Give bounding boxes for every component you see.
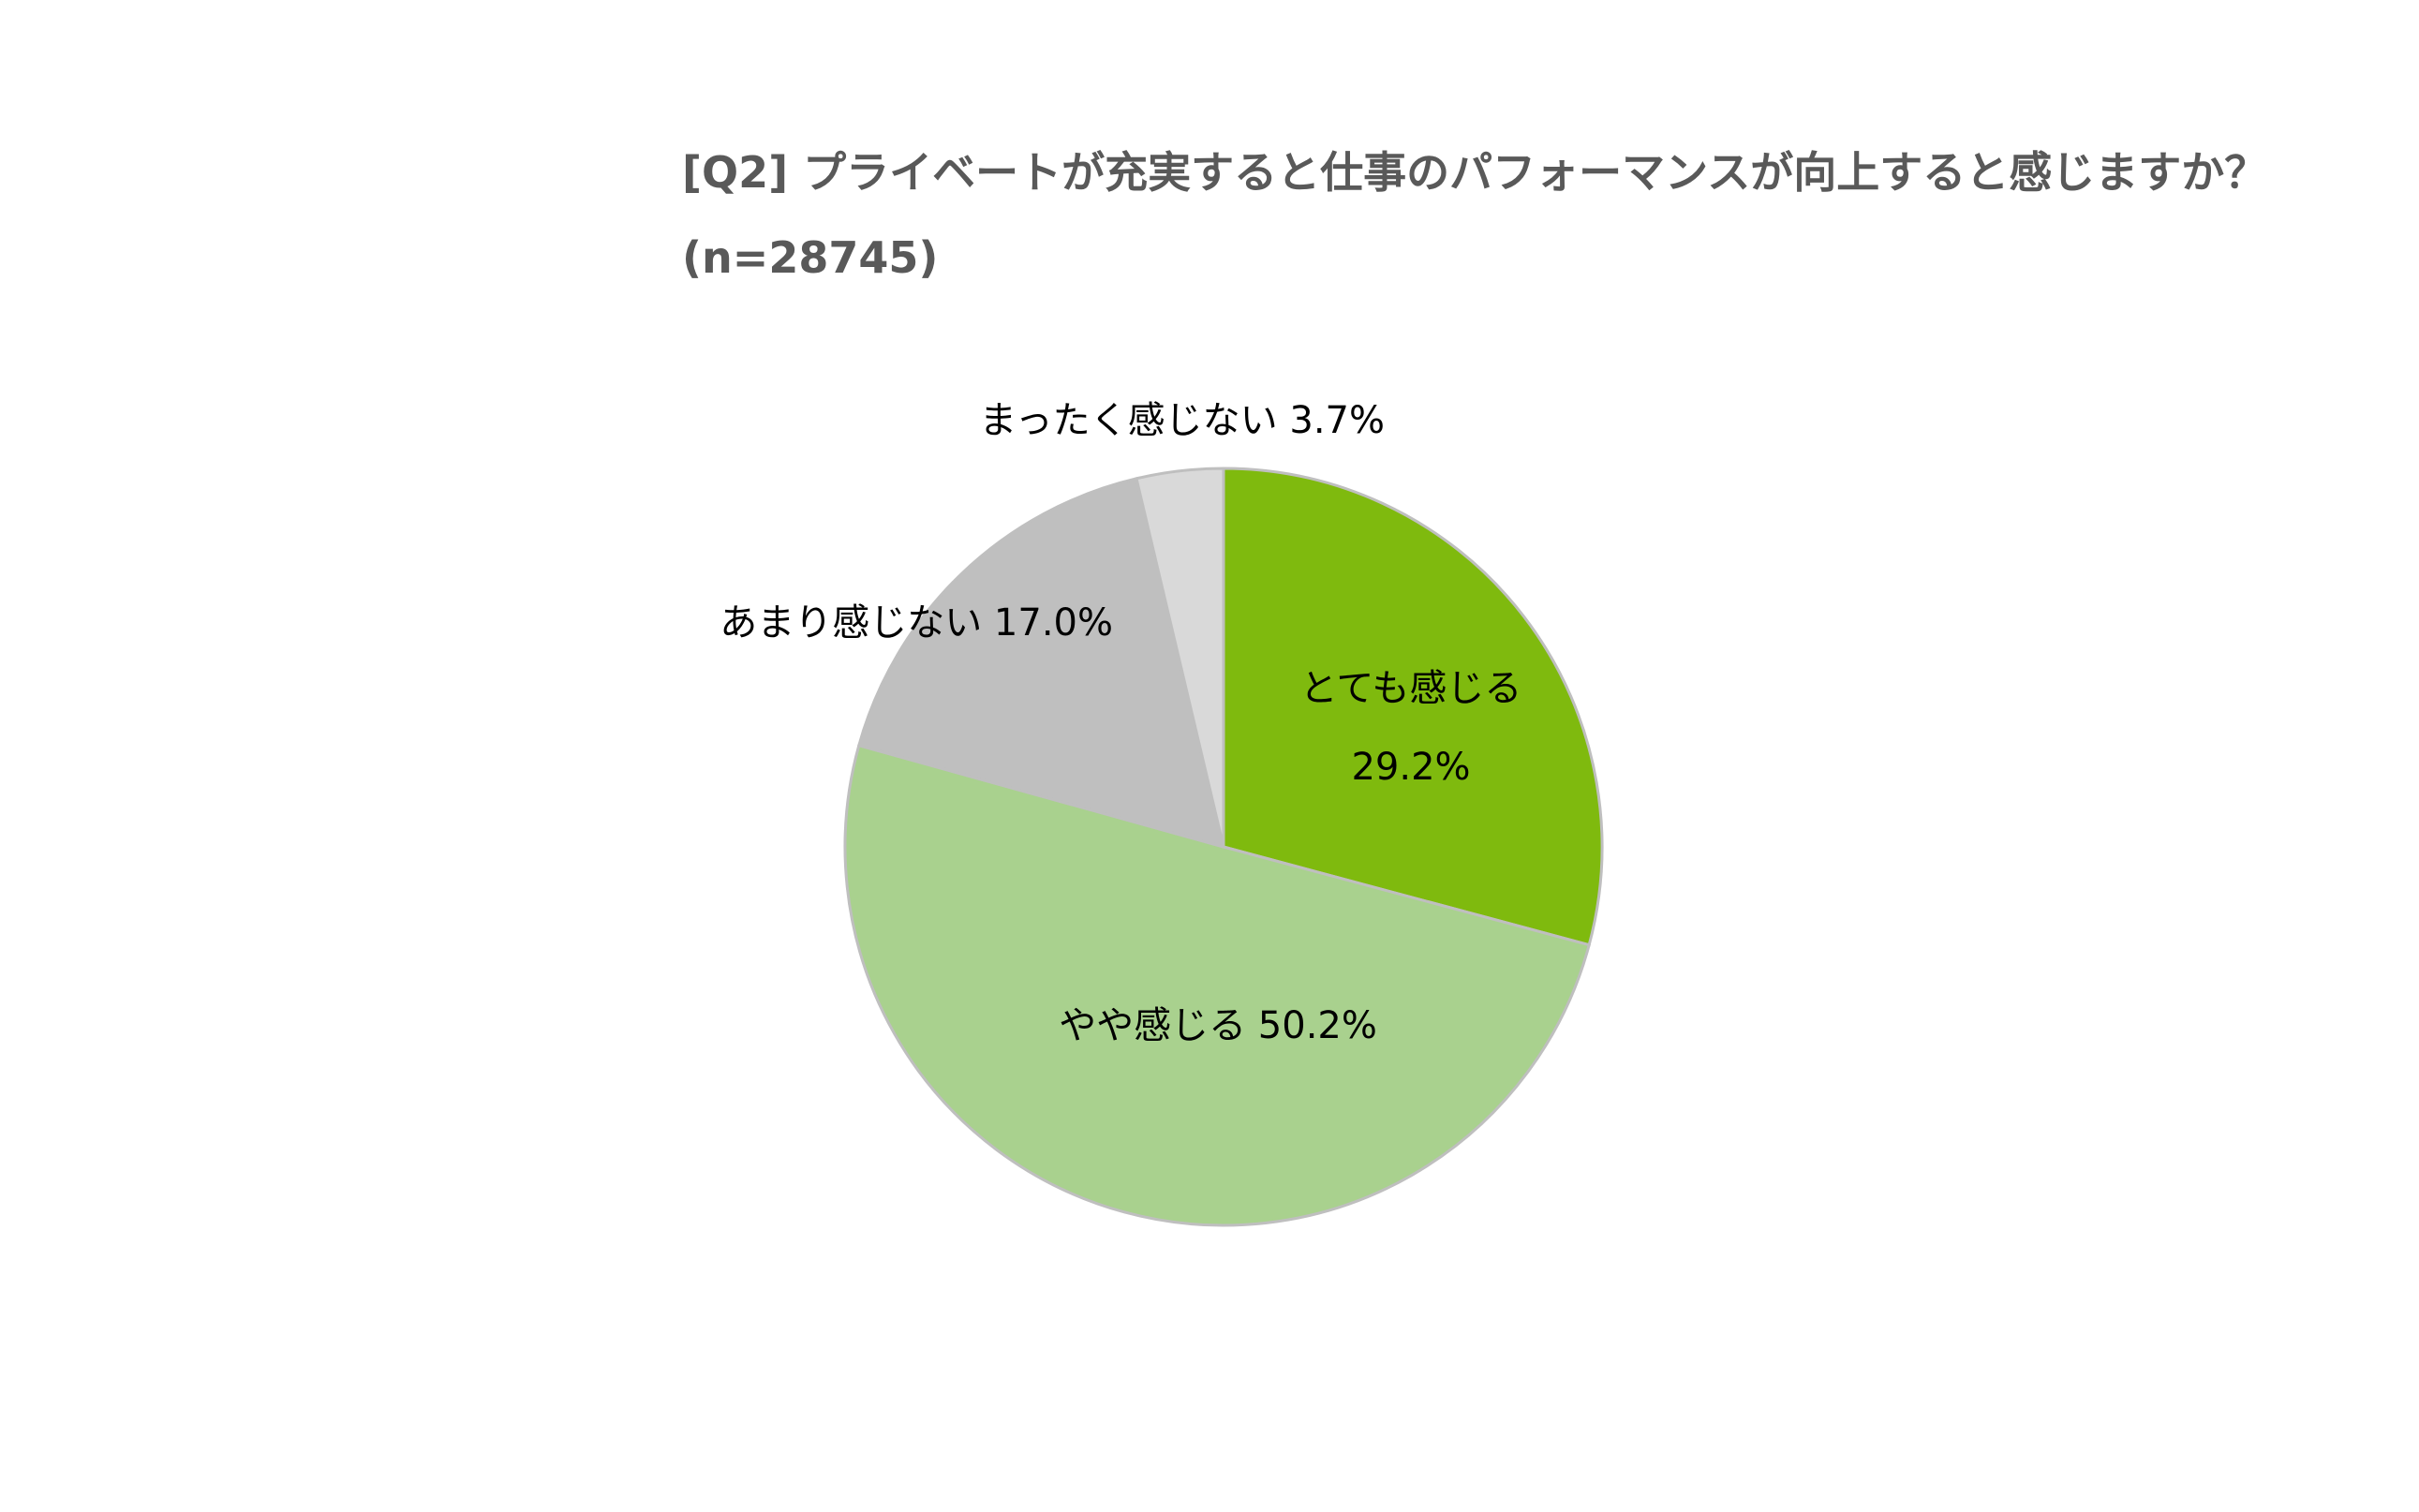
slice-label-3: あまり感じない 17.0% — [720, 601, 1113, 645]
pie-slice-2 — [843, 743, 1592, 1227]
pie-slices — [843, 467, 1604, 1227]
pie-labels: とても感じる 29.2% やや感じる 50.2% あまり感じない 17.0% まったく感… — [720, 399, 1521, 1047]
slice-label-4: まったく感じない 3.7% — [979, 399, 1385, 442]
pie-slice-3 — [856, 477, 1226, 850]
pie-slice-4 — [1135, 467, 1225, 848]
chart-title-line-1: [Q2] プライベートが充実すると仕事のパフォーマンスが向上すると感じますか？ — [682, 147, 2268, 198]
slice-label-2: やや感じる 50.2% — [1059, 1004, 1377, 1047]
slice-label-1-line-1: とても感じる — [1300, 667, 1522, 710]
slice-label-1-line-2: 29.2% — [1351, 746, 1470, 789]
pie-slice-1 — [1222, 467, 1604, 947]
chart-title-line-2: (n=28745) — [682, 232, 939, 283]
